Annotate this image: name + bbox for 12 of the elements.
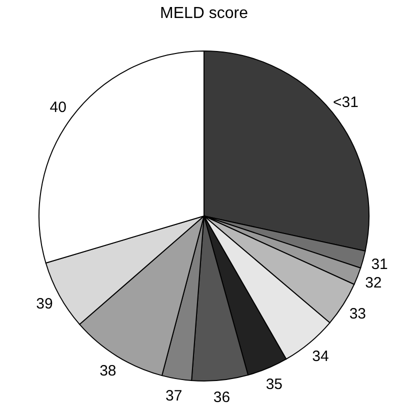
slice-label: <31 bbox=[332, 94, 358, 111]
chart-title: MELD score bbox=[160, 5, 248, 22]
slice-label: 38 bbox=[100, 362, 116, 380]
slice-label: 35 bbox=[266, 376, 283, 393]
slice-label: 37 bbox=[165, 387, 182, 404]
slice-label: 31 bbox=[371, 256, 388, 274]
slice-label: 39 bbox=[36, 296, 53, 313]
slice-label: 36 bbox=[213, 389, 230, 406]
slice-label: 33 bbox=[349, 306, 366, 323]
slice-label: 40 bbox=[50, 99, 66, 116]
slice-label: 34 bbox=[312, 348, 329, 365]
slice-label: 32 bbox=[365, 274, 382, 292]
